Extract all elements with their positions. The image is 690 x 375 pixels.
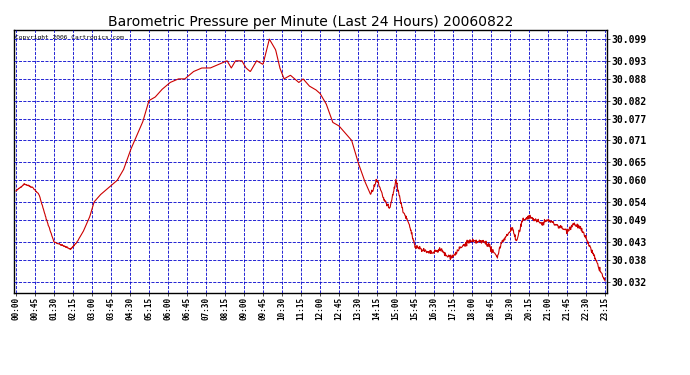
Title: Barometric Pressure per Minute (Last 24 Hours) 20060822: Barometric Pressure per Minute (Last 24 … xyxy=(108,15,513,29)
Text: Copyright 2006 Cartronics.com: Copyright 2006 Cartronics.com xyxy=(15,35,124,40)
